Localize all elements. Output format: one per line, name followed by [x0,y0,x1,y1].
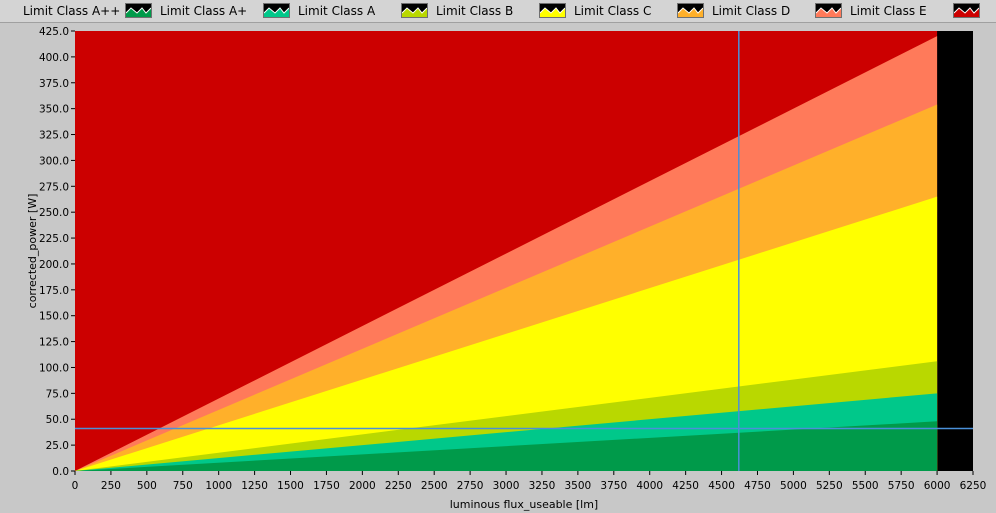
legend-label: Limit Class A++ [23,4,121,18]
y-tick-label: 300.0 [39,155,69,167]
x-tick-label: 1750 [313,480,340,492]
legend-swatch-icon[interactable] [953,3,980,18]
x-tick-label: 2750 [457,480,484,492]
y-tick-label: 100.0 [39,362,69,374]
x-tick-label: 0 [72,480,79,492]
y-tick-label: 275.0 [39,181,69,193]
legend-label: Limit Class A [298,4,376,18]
x-tick-label: 1500 [277,480,304,492]
x-axis-title: luminous flux_useable [lm] [450,498,598,511]
x-tick-label: 5000 [780,480,807,492]
x-tick-label: 4750 [744,480,771,492]
legend-swatch-icon[interactable] [263,3,290,18]
x-tick-label: 4000 [636,480,663,492]
y-tick-label: 150.0 [39,311,69,323]
x-tick-label: 4250 [672,480,699,492]
x-tick-label: 3000 [493,480,520,492]
y-tick-label: 250.0 [39,207,69,219]
y-tick-label: 25.0 [46,440,69,452]
x-tick-label: 1250 [241,480,268,492]
y-tick-label: 400.0 [39,52,69,64]
x-tick-label: 3500 [565,480,592,492]
x-tick-label: 2500 [421,480,448,492]
y-tick-label: 375.0 [39,78,69,90]
legend: Limit Class A++ Limit Class A+ Limit Class… [0,0,996,23]
y-tick-label: 125.0 [39,337,69,349]
y-tick-label: 50.0 [46,414,69,426]
legend-label: Limit Class B [436,4,514,18]
y-tick-label: 225.0 [39,233,69,245]
y-tick-label: 200.0 [39,259,69,271]
legend-label: Limit Class C [574,4,652,18]
x-tick-label: 1000 [205,480,232,492]
area-series [75,421,938,471]
x-tick-label: 500 [137,480,157,492]
legend-swatch-icon[interactable] [125,3,152,18]
x-tick-label: 4500 [708,480,735,492]
legend-label: Limit Class D [712,4,791,18]
y-axis: 0.0 25.0 50.0 75.0 100.0 125.0 150.0 175.0 200.0… [39,26,75,478]
y-tick-label: 75.0 [46,388,69,400]
legend-swatch-icon[interactable] [401,3,428,18]
legend-label: Limit Class E [850,4,927,18]
x-tick-label: 5750 [888,480,915,492]
y-axis-title: corrected_power [W] [26,194,39,309]
legend-label: Limit Class A+ [160,4,248,18]
legend-swatch-icon[interactable] [815,3,842,18]
legend-swatch-icon[interactable] [677,3,704,18]
x-tick-label: 3750 [600,480,627,492]
x-tick-label: 2250 [385,480,412,492]
x-tick-label: 5500 [852,480,879,492]
area-series-group [75,31,938,471]
x-tick-label: 3250 [529,480,556,492]
cursor-group[interactable] [75,31,973,471]
x-tick-label: 750 [173,480,193,492]
x-tick-label: 5250 [816,480,843,492]
y-tick-label: 325.0 [39,130,69,142]
x-axis: 0 250 500 750 1000 1250 1500 1750 2000 2250 2500 27… [72,471,987,492]
x-tick-label: 2000 [349,480,376,492]
y-tick-label: 175.0 [39,285,69,297]
y-tick-label: 425.0 [39,26,69,38]
y-tick-label: 350.0 [39,104,69,116]
legend-swatch-icon[interactable] [539,3,566,18]
y-tick-label: 0.0 [52,466,69,478]
x-tick-label: 6000 [924,480,951,492]
x-tick-label: 6250 [960,480,987,492]
x-tick-label: 250 [101,480,121,492]
